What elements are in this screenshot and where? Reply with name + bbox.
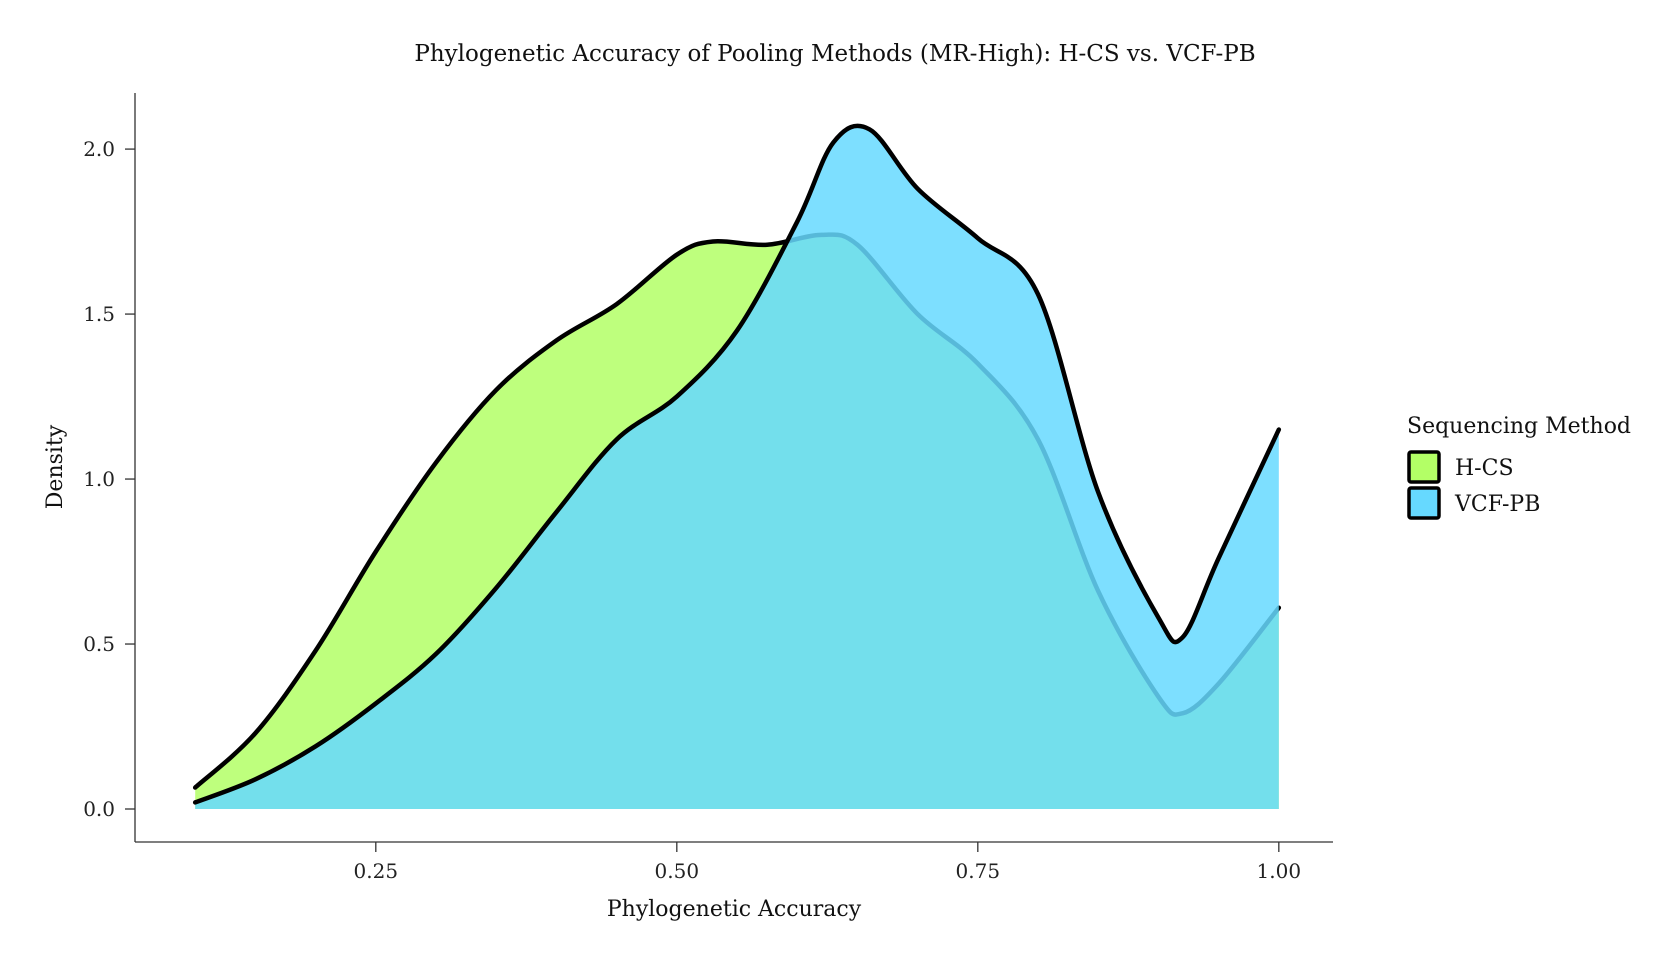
- y-tick-label: 1.0: [83, 467, 115, 491]
- y-axis-ticks: 0.0 0.5 1.0 1.5 2.0: [83, 137, 135, 821]
- y-tick-label: 1.5: [83, 302, 115, 326]
- density-areas: [192, 123, 1282, 810]
- legend-label-hcs: H-CS: [1455, 456, 1514, 481]
- legend-key-vcfpb: [1407, 486, 1441, 520]
- y-axis-title: Density: [43, 424, 68, 509]
- legend-key-hcs: [1407, 450, 1441, 484]
- x-tick-label: 0.75: [956, 859, 1001, 883]
- density-outline-vcf-pb: [192, 123, 1282, 805]
- x-tick-label: 0.50: [655, 859, 700, 883]
- density-area-vcf-pb: [195, 125, 1279, 810]
- legend-label-vcfpb: VCF-PB: [1454, 492, 1540, 517]
- y-tick-label: 0.0: [83, 797, 115, 821]
- x-axis-ticks: 0.25 0.50 0.75 1.00: [354, 842, 1302, 883]
- legend-title: Sequencing Method: [1407, 414, 1631, 439]
- y-tick-label: 2.0: [83, 137, 115, 161]
- x-tick-label: 1.00: [1257, 859, 1302, 883]
- x-axis-title: Phylogenetic Accuracy: [607, 897, 862, 922]
- y-tick-label: 0.5: [83, 632, 115, 656]
- legend: Sequencing Method H-CS VCF-PB: [1407, 414, 1631, 520]
- chart-title: Phylogenetic Accuracy of Pooling Methods…: [414, 41, 1255, 67]
- x-tick-label: 0.25: [354, 859, 399, 883]
